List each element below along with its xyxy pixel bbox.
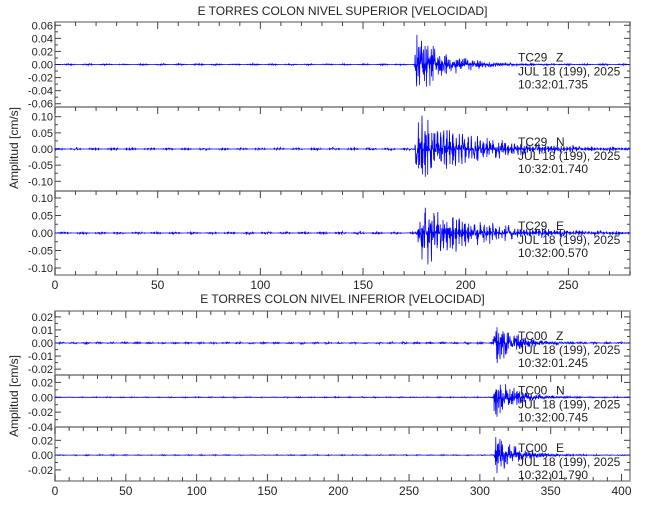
- y-tick-label: 0.01: [32, 325, 53, 337]
- y-tick-label: -0.02: [28, 465, 53, 477]
- time-label: 10:32:01.790: [518, 468, 588, 482]
- x-tick-label: 100: [250, 278, 270, 292]
- y-tick-label: -0.02: [28, 407, 53, 419]
- y-tick-label: 0.00: [32, 338, 53, 350]
- x-tick-label: 200: [328, 484, 348, 498]
- y-tick-label: 0.10: [32, 112, 53, 124]
- y-tick-label: 0.05: [32, 128, 53, 140]
- x-tick-label: 150: [257, 484, 277, 498]
- component-label: Z: [556, 329, 563, 343]
- station-label: TC00: [518, 383, 548, 397]
- y-tick-label: 0.02: [32, 312, 53, 324]
- y-tick-label: 0.05: [32, 211, 53, 223]
- station-label: TC29: [518, 219, 548, 233]
- y-tick-label: 0.00: [32, 144, 53, 156]
- y-tick-label: 0.04: [32, 33, 53, 45]
- waveform-trace: [55, 437, 630, 474]
- station-label: TC29: [518, 135, 548, 149]
- panel-frame: [54, 426, 631, 482]
- time-label: 10:32:00.570: [518, 246, 588, 260]
- x-tick-label: 0: [52, 278, 59, 292]
- date-label: JUL 18 (199), 2025: [518, 65, 621, 79]
- x-tick-label: 200: [456, 278, 476, 292]
- component-label: Z: [556, 51, 563, 65]
- date-label: JUL 18 (199), 2025: [518, 343, 621, 357]
- y-tick-label: -0.05: [28, 246, 53, 258]
- y-tick-label: -0.10: [28, 176, 53, 188]
- component-label: N: [556, 383, 565, 397]
- x-tick-label: 100: [187, 484, 207, 498]
- x-tick-label: 0: [52, 484, 59, 498]
- x-tick-label: 250: [399, 484, 419, 498]
- time-label: 10:32:01.735: [518, 78, 588, 92]
- time-label: 10:32:01.245: [518, 356, 588, 370]
- chart-title: E TORRES COLON NIVEL SUPERIOR [VELOCIDAD…: [198, 4, 488, 18]
- x-tick-label: 300: [470, 484, 490, 498]
- time-label: 10:32:01.740: [518, 162, 588, 176]
- station-label: TC00: [518, 441, 548, 455]
- y-tick-label: 0.02: [32, 377, 53, 389]
- x-tick-label: 50: [151, 278, 165, 292]
- y-tick-label: -0.01: [28, 351, 53, 363]
- waveform-trace: [54, 115, 631, 177]
- y-tick-label: 0.00: [32, 228, 53, 240]
- station-label: TC29: [518, 51, 548, 65]
- y-tick-label: 0.00: [32, 60, 53, 72]
- y-tick-label: -0.04: [28, 86, 53, 98]
- y-tick-label: 0.02: [32, 46, 53, 58]
- y-tick-label: -0.05: [28, 160, 53, 172]
- waveform-trace: [54, 384, 631, 417]
- date-label: JUL 18 (199), 2025: [518, 455, 621, 469]
- y-tick-label: -0.02: [28, 364, 53, 376]
- y-tick-label: 0.10: [32, 193, 53, 205]
- date-label: JUL 18 (199), 2025: [518, 233, 621, 247]
- station-label: TC00: [518, 329, 548, 343]
- y-tick-label: -0.06: [28, 99, 53, 111]
- y-tick-label: -0.02: [28, 73, 53, 85]
- waveform-trace: [54, 34, 630, 87]
- waveform-trace: [55, 327, 631, 364]
- x-tick-label: 50: [119, 484, 133, 498]
- component-label: N: [556, 135, 565, 149]
- y-axis-label: Amplitud [cm/s]: [7, 107, 21, 189]
- x-tick-label: 350: [541, 484, 561, 498]
- waveform-trace: [55, 207, 630, 265]
- y-axis-label: Amplitud [cm/s]: [7, 355, 21, 437]
- x-tick-label: 250: [558, 278, 578, 292]
- y-tick-label: 0.00: [32, 392, 53, 404]
- y-tick-label: 0.02: [32, 435, 53, 447]
- chart-title: E TORRES COLON NIVEL INFERIOR [VELOCIDAD…: [200, 292, 485, 306]
- date-label: JUL 18 (199), 2025: [518, 397, 621, 411]
- x-tick-label: 150: [353, 278, 373, 292]
- date-label: JUL 18 (199), 2025: [518, 149, 621, 163]
- x-tick-label: 400: [611, 484, 631, 498]
- time-label: 10:32:00.745: [518, 410, 588, 424]
- y-tick-label: 0.00: [32, 450, 53, 462]
- component-label: E: [556, 441, 564, 455]
- component-label: E: [556, 219, 564, 233]
- y-tick-label: -0.04: [28, 422, 53, 434]
- y-tick-label: 0.06: [32, 20, 53, 32]
- y-tick-label: -0.10: [28, 263, 53, 275]
